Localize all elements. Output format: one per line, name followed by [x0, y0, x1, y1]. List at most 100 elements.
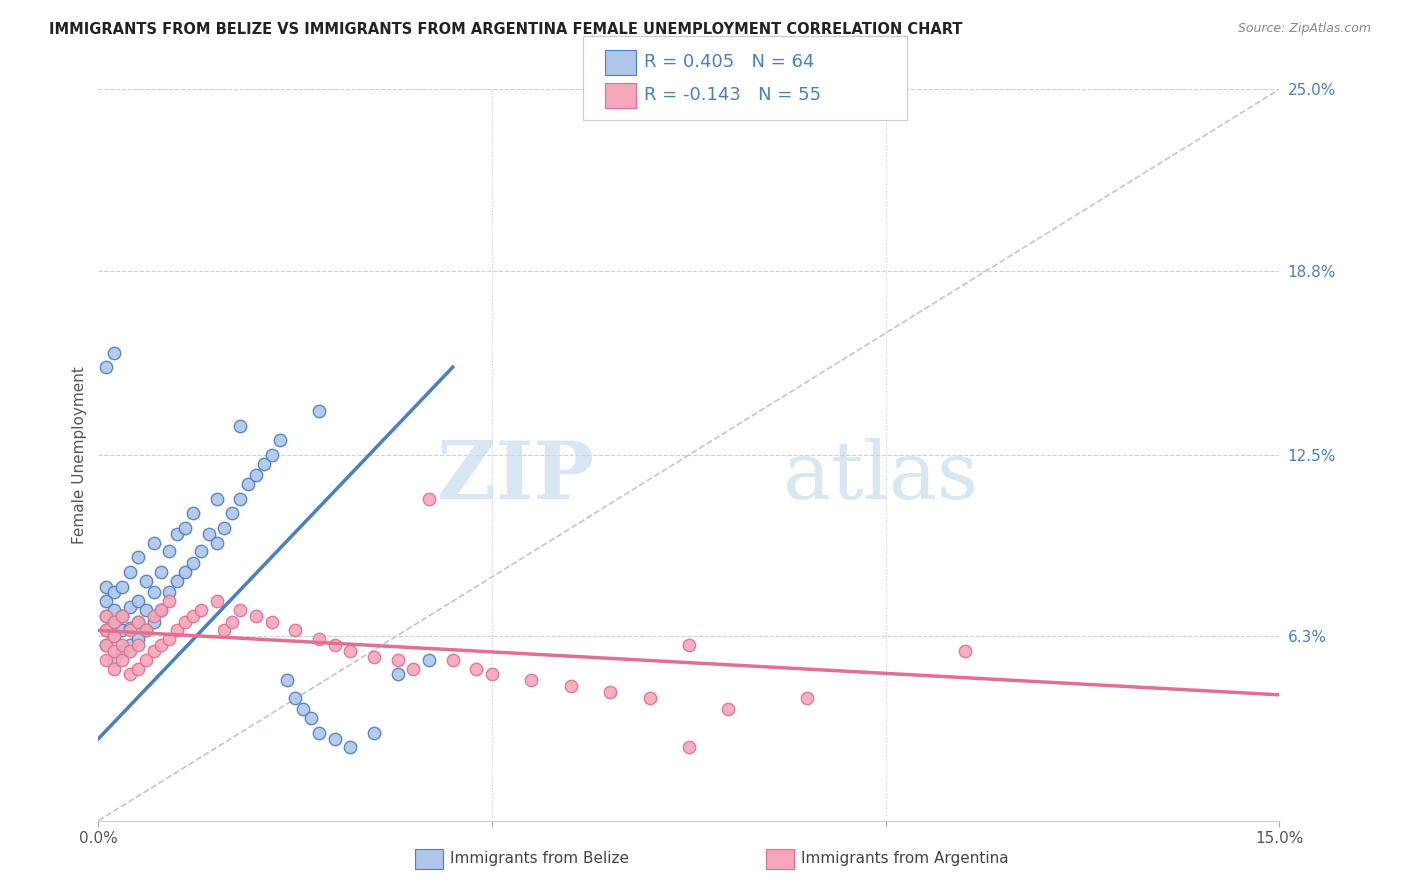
Point [245, 608, 267, 623]
Point [142, 615, 165, 629]
Point [111, 644, 134, 658]
Point [157, 544, 180, 558]
Point [96, 638, 118, 652]
Text: Immigrants from Belize: Immigrants from Belize [450, 851, 628, 865]
Point [157, 594, 180, 608]
Point [150, 603, 173, 617]
Point [135, 574, 157, 588]
Point [465, 661, 488, 675]
Point [363, 649, 385, 664]
Text: R = 0.405   N = 64: R = 0.405 N = 64 [644, 54, 814, 71]
Point [190, 603, 212, 617]
Point [111, 608, 134, 623]
Point [190, 544, 212, 558]
Point [387, 653, 409, 667]
Point [127, 615, 149, 629]
Point [441, 653, 464, 667]
Point [150, 565, 173, 579]
Point [135, 624, 157, 638]
Point [135, 624, 157, 638]
Point [236, 477, 259, 491]
Point [118, 600, 141, 615]
Point [260, 448, 283, 462]
Point [402, 661, 425, 675]
Point [127, 632, 149, 647]
Point [118, 621, 141, 635]
Point [103, 615, 125, 629]
Point [560, 679, 582, 693]
Point [339, 644, 361, 658]
Point [205, 594, 228, 608]
Point [253, 457, 276, 471]
Point [205, 491, 228, 506]
Point [221, 615, 243, 629]
Point [96, 594, 118, 608]
Point [174, 521, 197, 535]
Point [127, 638, 149, 652]
Point [166, 527, 188, 541]
Point [118, 667, 141, 681]
Point [157, 585, 180, 599]
Text: IMMIGRANTS FROM BELIZE VS IMMIGRANTS FROM ARGENTINA FEMALE UNEMPLOYMENT CORRELAT: IMMIGRANTS FROM BELIZE VS IMMIGRANTS FRO… [49, 22, 963, 37]
Point [717, 702, 740, 716]
Point [96, 580, 118, 594]
Point [127, 550, 149, 565]
Point [96, 624, 118, 638]
Point [103, 629, 125, 643]
Point [520, 673, 543, 688]
Point [111, 608, 134, 623]
Point [299, 711, 322, 725]
Point [181, 556, 204, 570]
Point [127, 661, 149, 675]
Point [142, 535, 165, 549]
Point [150, 638, 173, 652]
Point [103, 653, 125, 667]
Point [103, 615, 125, 629]
Point [118, 565, 141, 579]
Point [638, 690, 661, 705]
Text: ZIP: ZIP [437, 438, 595, 516]
Point [150, 603, 173, 617]
Point [678, 638, 700, 652]
Point [308, 726, 330, 740]
Point [245, 468, 267, 483]
Point [118, 624, 141, 638]
Point [103, 585, 125, 599]
Point [118, 638, 141, 652]
Text: atlas: atlas [783, 438, 979, 516]
Y-axis label: Female Unemployment: Female Unemployment [72, 366, 87, 544]
Point [111, 653, 134, 667]
Point [229, 418, 252, 433]
Point [118, 644, 141, 658]
Point [308, 404, 330, 418]
Point [387, 667, 409, 681]
Point [174, 565, 197, 579]
Point [953, 644, 976, 658]
Point [229, 603, 252, 617]
Point [103, 603, 125, 617]
Point [418, 653, 440, 667]
Point [269, 434, 291, 448]
Point [127, 615, 149, 629]
Point [229, 491, 252, 506]
Point [127, 594, 149, 608]
Point [181, 608, 204, 623]
Point [96, 608, 118, 623]
Point [96, 360, 118, 375]
Point [214, 521, 236, 535]
Point [111, 580, 134, 594]
Point [96, 653, 118, 667]
Point [308, 632, 330, 647]
Point [205, 535, 228, 549]
Point [96, 624, 118, 638]
Point [142, 644, 165, 658]
Point [103, 661, 125, 675]
Text: R = -0.143   N = 55: R = -0.143 N = 55 [644, 87, 821, 104]
Point [142, 585, 165, 599]
Point [174, 615, 197, 629]
Point [339, 740, 361, 755]
Point [96, 638, 118, 652]
Point [135, 603, 157, 617]
Point [599, 685, 621, 699]
Point [103, 345, 125, 359]
